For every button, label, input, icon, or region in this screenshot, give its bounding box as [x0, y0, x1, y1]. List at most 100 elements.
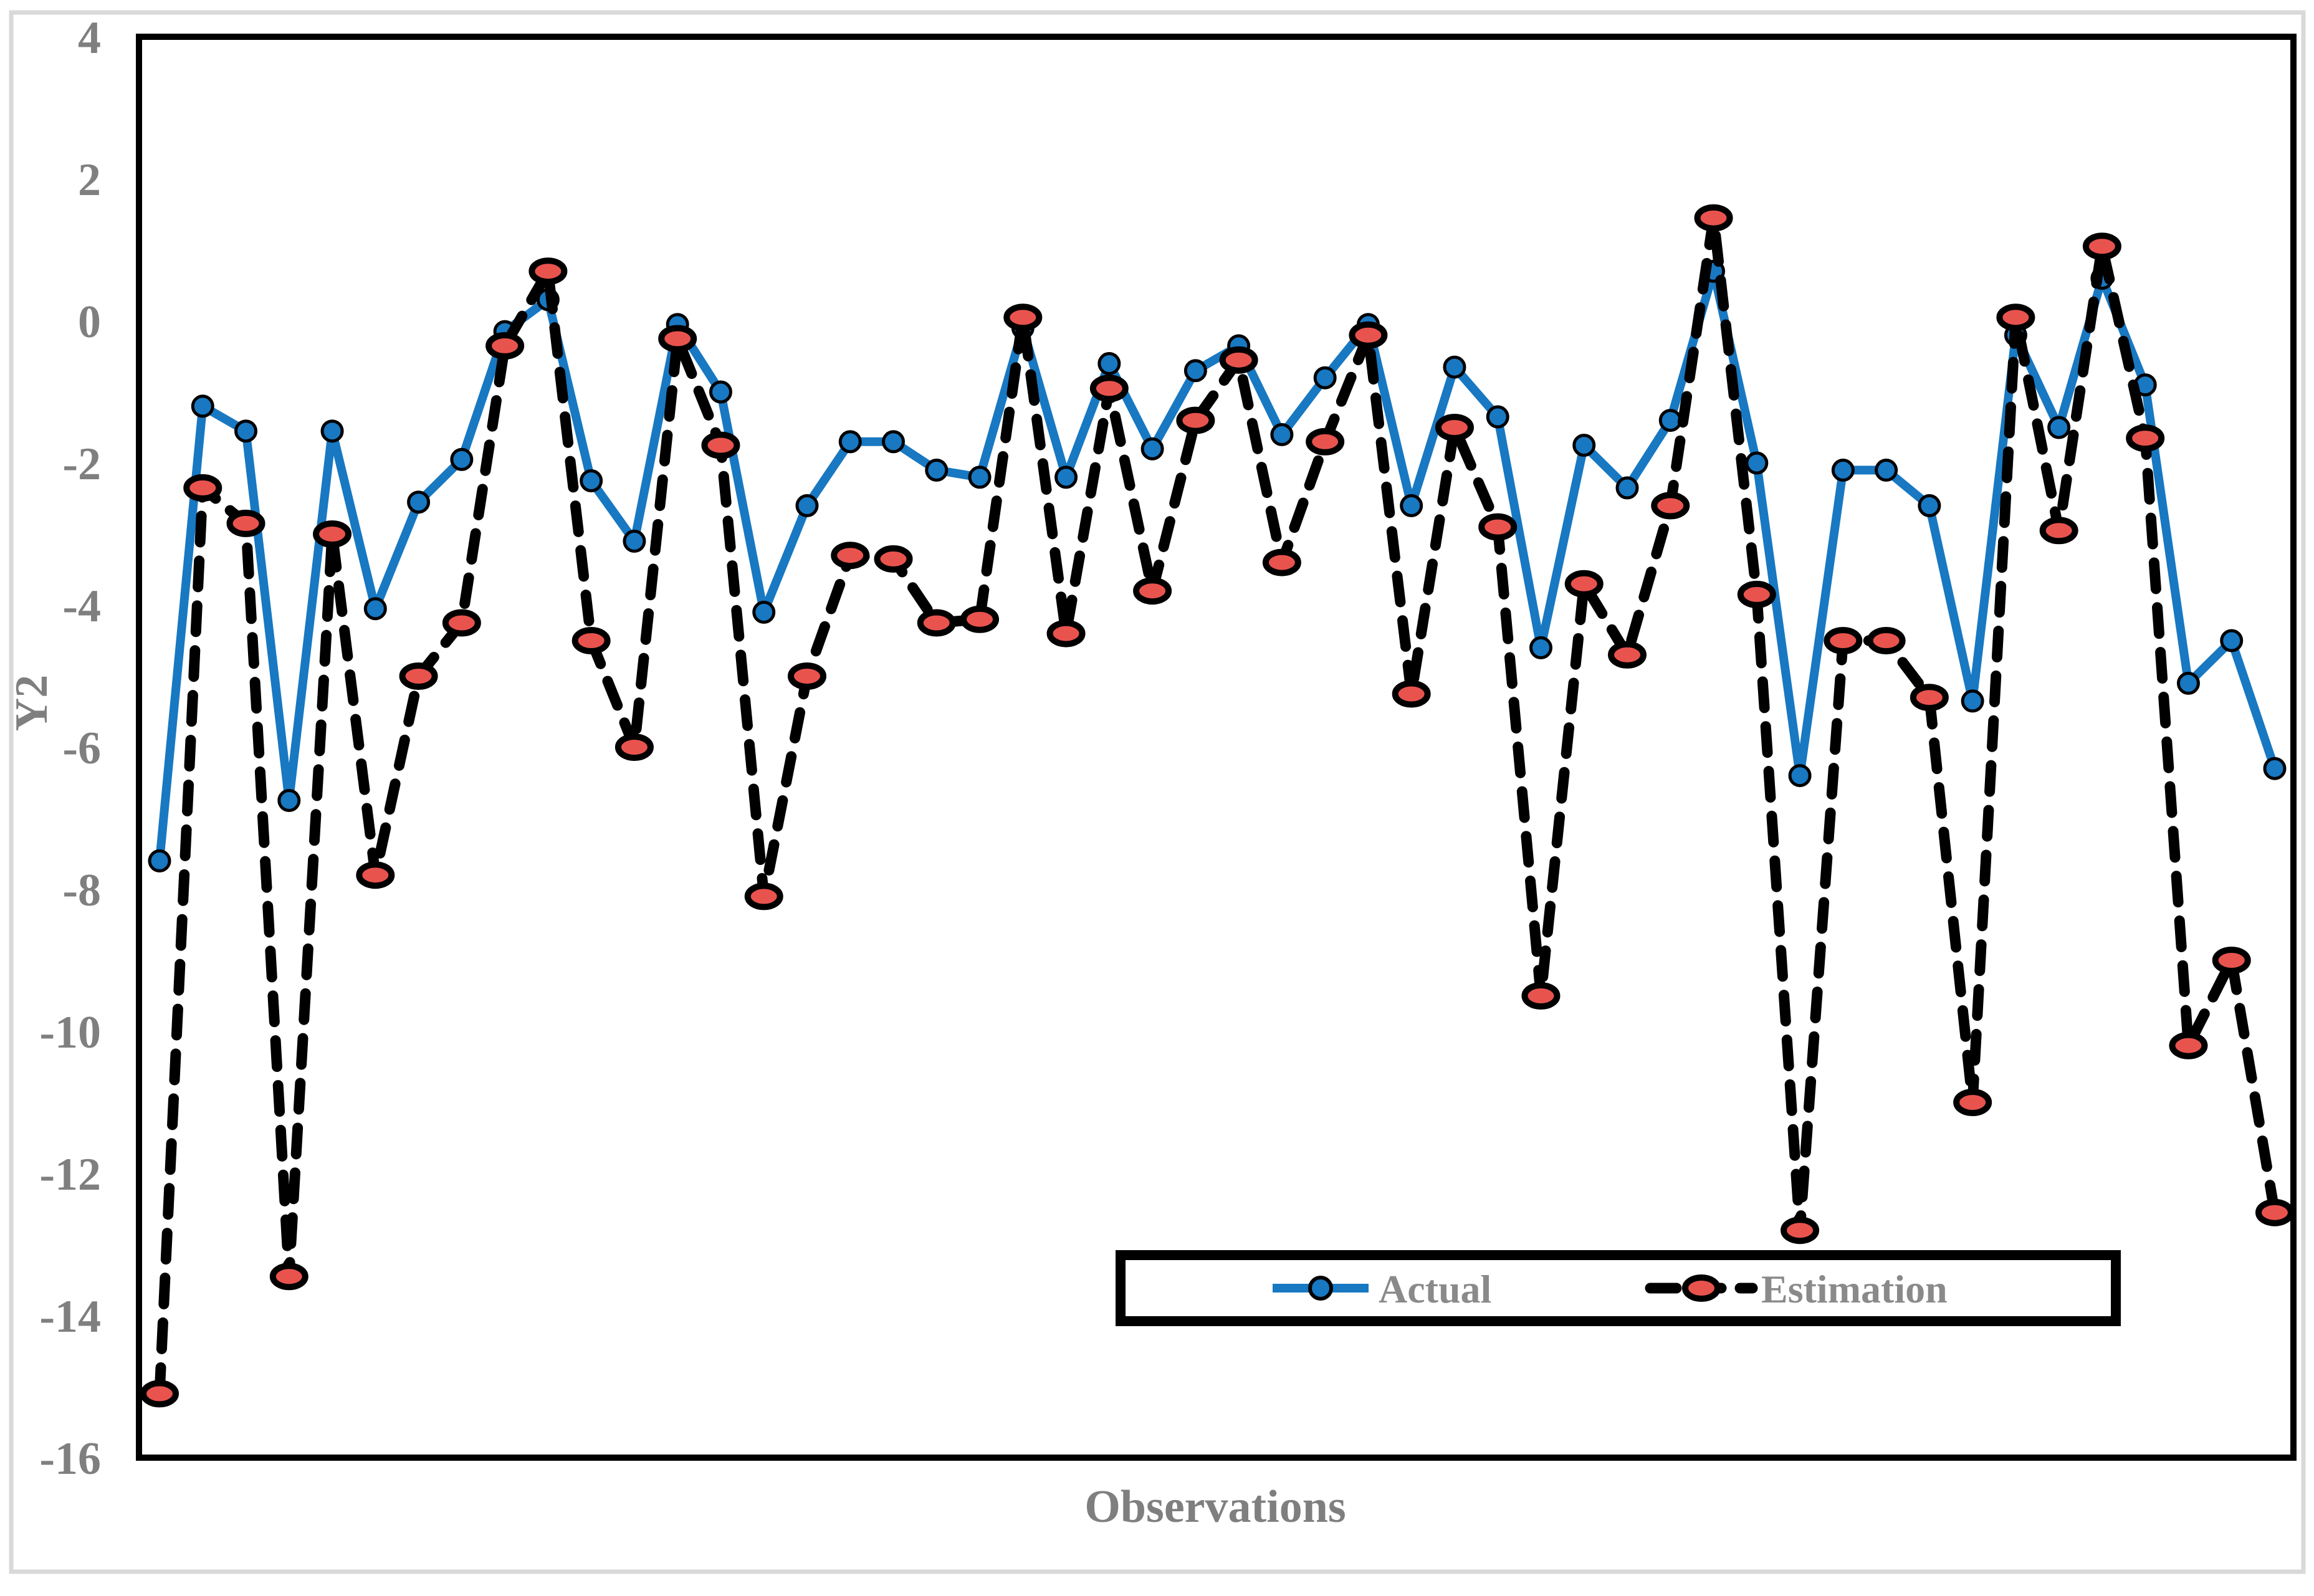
y-tick-label: 0 [78, 297, 101, 348]
actual-data-point-marker [795, 494, 819, 517]
estimation-data-point-marker [1219, 346, 1258, 374]
estimation-data-point-marker [1478, 513, 1518, 541]
actual-data-point-marker [2263, 757, 2287, 780]
estimation-data-point-marker [1824, 627, 1863, 654]
estimation-data-point-marker [1910, 684, 1949, 712]
actual-data-point-marker [1400, 494, 1423, 517]
actual-data-point-marker [1054, 466, 1078, 489]
y-tick-label: 4 [78, 12, 101, 64]
estimation-data-point-marker [787, 662, 826, 690]
actual-data-point-marker [1961, 689, 1984, 713]
estimation-data-point-marker [226, 509, 265, 537]
legend-estimation-marker [1682, 1274, 1721, 1302]
actual-data-point-marker [1140, 437, 1164, 461]
estimation-data-point-marker [1133, 577, 1172, 605]
actual-data-point-marker [148, 849, 171, 872]
estimation-data-point-marker [313, 520, 352, 548]
estimation-data-point-marker [1262, 548, 1301, 576]
estimation-data-point-marker [1694, 204, 1733, 232]
estimation-data-point-marker [1392, 680, 1431, 708]
estimation-data-point-marker [701, 431, 740, 459]
estimation-data-point-marker [485, 332, 525, 360]
actual-data-point-marker [1529, 636, 1552, 659]
actual-data-point-marker [752, 600, 776, 624]
estimation-data-point-marker [1089, 375, 1129, 403]
y-tick-label: -16 [39, 1433, 101, 1484]
actual-data-point-marker [234, 419, 258, 443]
y-tick-label: -8 [62, 865, 101, 916]
estimation-data-point-marker [1521, 982, 1561, 1010]
x-axis-title: Observations [1084, 1481, 1346, 1532]
legend-actual-label: Actual [1379, 1267, 1491, 1311]
estimation-data-point-marker [2082, 232, 2121, 260]
actual-data-point-marker [1313, 366, 1337, 389]
estimation-series [140, 204, 2294, 1408]
estimation-data-point-marker [1564, 570, 1604, 598]
estimation-data-point-marker [1046, 619, 1086, 647]
estimation-data-point-marker [2039, 517, 2078, 545]
estimation-data-point-marker [1867, 627, 1906, 654]
estimation-data-point-marker [658, 325, 697, 353]
estimation-data-point-marker [917, 609, 956, 637]
estimation-data-point-marker [442, 609, 481, 637]
actual-data-point-marker [2220, 629, 2244, 652]
plot-area [136, 34, 2297, 1461]
actual-data-point-marker [925, 458, 949, 482]
estimation-data-point-marker [2255, 1198, 2294, 1226]
y-axis-title: Y2 [6, 675, 57, 731]
estimation-data-point-marker [140, 1380, 179, 1408]
estimation-data-point-marker [356, 861, 395, 889]
y-tick-label: -10 [39, 1007, 101, 1058]
figure-border [9, 10, 2306, 1574]
estimation-data-point-marker [1176, 406, 1215, 434]
actual-data-point-marker [363, 597, 387, 621]
actual-data-point-marker [1831, 458, 1855, 482]
actual-data-point-marker [1486, 405, 1509, 429]
legend-actual-marker [1308, 1276, 1333, 1301]
y-tick-label: 2 [78, 155, 101, 206]
estimation-data-point-marker [614, 733, 654, 761]
estimation-data-point-marker [1003, 303, 1043, 332]
legend-box [1116, 1250, 2121, 1326]
actual-data-point-marker [1658, 409, 1682, 432]
actual-data-point-marker [623, 529, 646, 553]
actual-data-point-marker [191, 394, 214, 418]
actual-data-point-marker [277, 789, 301, 812]
estimation-data-point-marker [960, 605, 1000, 633]
actual-data-point-marker [1788, 764, 1812, 788]
estimation-data-point-marker [1651, 492, 1690, 520]
estimation-data-point-marker [1953, 1089, 1992, 1116]
actual-data-point-marker [2047, 416, 2071, 439]
actual-data-point-marker [1183, 359, 1207, 383]
actual-data-point-marker [1443, 355, 1466, 379]
actual-data-point-marker [882, 430, 906, 454]
actual-data-point-marker [838, 430, 862, 454]
actual-data-point-marker [968, 466, 992, 489]
estimation-data-point-marker [1349, 321, 1388, 349]
actual-data-point-marker [1875, 458, 1898, 482]
estimation-data-point-marker [2126, 424, 2165, 452]
estimation-data-point-marker [399, 662, 438, 690]
y-axis-tick-labels: 4 2 0 -2 -4 -6 -8 -10 -12 -14 -16 [39, 12, 101, 1484]
estimation-data-point-marker [831, 542, 870, 570]
y-tick-label: -6 [62, 723, 101, 774]
estimation-data-point-marker [1306, 428, 1345, 456]
actual-data-point-marker [2176, 671, 2200, 695]
estimation-data-point-marker [528, 257, 568, 285]
y-tick-label: -14 [39, 1291, 101, 1342]
actual-data-point-marker [450, 447, 474, 471]
estimation-data-point-marker [874, 545, 913, 573]
actual-data-point-marker [709, 380, 732, 404]
y-tick-label: -2 [62, 439, 101, 490]
y-tick-label: -4 [62, 581, 101, 632]
actual-data-point-marker [1270, 423, 1294, 446]
estimation-data-point-marker [1781, 1216, 1820, 1245]
actual-data-point-marker [1097, 351, 1121, 375]
actual-data-point-marker [1918, 494, 1941, 517]
actual-data-point-marker [580, 469, 603, 492]
estimation-data-point-marker [269, 1263, 308, 1291]
actual-data-point-marker [1615, 476, 1639, 500]
actual-data-point-marker [407, 490, 431, 514]
estimation-data-point-marker [1608, 641, 1647, 669]
